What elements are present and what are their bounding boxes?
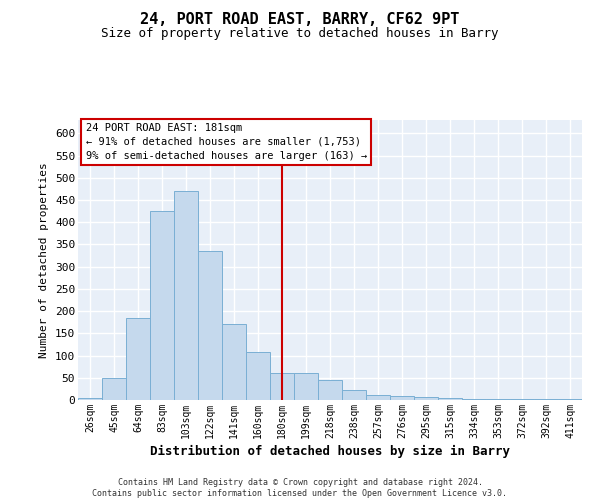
Bar [438,398,462,400]
Bar [462,398,486,400]
Bar [126,318,150,400]
X-axis label: Distribution of detached houses by size in Barry: Distribution of detached houses by size … [150,445,510,458]
Bar [294,374,318,400]
Bar [510,399,534,400]
Bar [102,378,126,400]
Bar [366,395,390,400]
Bar [558,399,582,400]
Bar [174,191,198,400]
Bar [534,399,558,400]
Bar [414,398,438,400]
Bar [318,380,342,400]
Bar [270,374,294,400]
Bar [198,251,222,400]
Bar [150,211,174,400]
Y-axis label: Number of detached properties: Number of detached properties [40,162,49,358]
Text: Size of property relative to detached houses in Barry: Size of property relative to detached ho… [101,28,499,40]
Text: 24 PORT ROAD EAST: 181sqm
← 91% of detached houses are smaller (1,753)
9% of sem: 24 PORT ROAD EAST: 181sqm ← 91% of detac… [86,123,367,161]
Text: Contains HM Land Registry data © Crown copyright and database right 2024.
Contai: Contains HM Land Registry data © Crown c… [92,478,508,498]
Bar [246,352,270,400]
Bar [222,324,246,400]
Bar [486,398,510,400]
Bar [342,390,366,400]
Bar [78,398,102,400]
Text: 24, PORT ROAD EAST, BARRY, CF62 9PT: 24, PORT ROAD EAST, BARRY, CF62 9PT [140,12,460,28]
Bar [390,396,414,400]
